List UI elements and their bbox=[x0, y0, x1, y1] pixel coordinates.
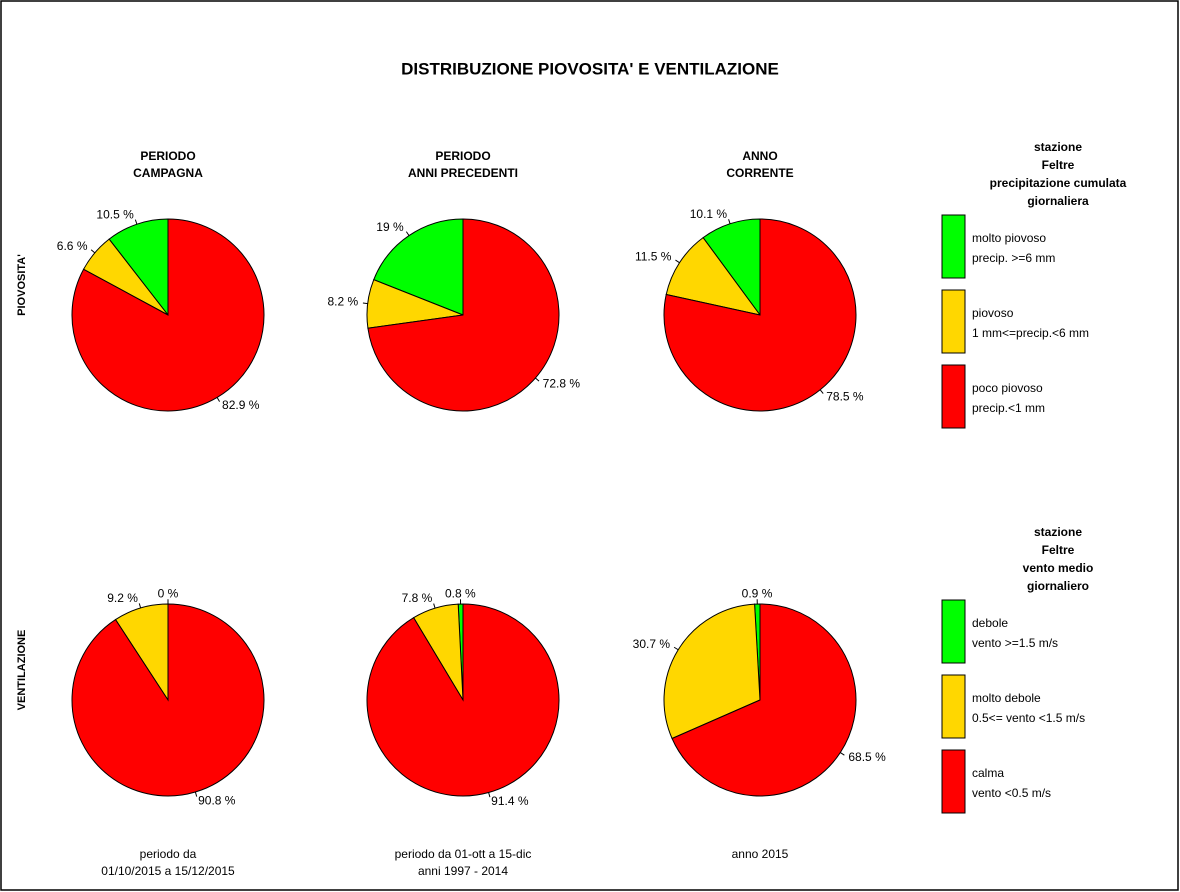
value-label: 72.8 % bbox=[543, 377, 581, 391]
label-tick bbox=[194, 791, 198, 797]
value-label: 91.4 % bbox=[491, 794, 529, 808]
value-label: 30.7 % bbox=[633, 637, 671, 651]
value-label: 10.5 % bbox=[96, 207, 134, 221]
legend-label: poco piovoso bbox=[972, 381, 1043, 395]
legend-label: precip. >=6 mm bbox=[972, 251, 1055, 265]
label-tick bbox=[433, 603, 436, 609]
value-label: 82.9 % bbox=[222, 398, 260, 412]
legend-label: piovoso bbox=[972, 306, 1014, 320]
label-tick bbox=[405, 231, 410, 236]
value-label: 7.8 % bbox=[402, 591, 433, 605]
legend-swatch bbox=[941, 364, 966, 429]
value-label: 68.5 % bbox=[848, 750, 886, 764]
label-tick bbox=[819, 389, 824, 394]
legend-label: 0.5<= vento <1.5 m/s bbox=[972, 711, 1085, 725]
legend-title: stazione bbox=[1034, 140, 1082, 154]
legend-label: calma bbox=[972, 766, 1004, 780]
footer: periodo da 01-ott a 15-dic bbox=[395, 847, 532, 861]
value-label: 78.5 % bbox=[826, 389, 864, 403]
legend-title: vento medio bbox=[1023, 561, 1094, 575]
legend-swatch bbox=[941, 674, 966, 739]
legend-swatch bbox=[941, 749, 966, 814]
column-title: ANNI PRECEDENTI bbox=[408, 166, 518, 180]
chart-title: DISTRIBUZIONE PIOVOSITA' E VENTILAZIONE bbox=[401, 59, 779, 78]
legend-swatch bbox=[941, 599, 966, 664]
value-label: 9.2 % bbox=[107, 591, 138, 605]
label-tick bbox=[90, 249, 96, 254]
pie-slice bbox=[71, 218, 265, 412]
legend-title: precipitazione cumulata bbox=[990, 176, 1127, 190]
legend-label: vento <0.5 m/s bbox=[972, 786, 1051, 800]
legend-label: 1 mm<=precip.<6 mm bbox=[972, 326, 1089, 340]
legend-title: stazione bbox=[1034, 525, 1082, 539]
legend-title: giornaliera bbox=[1027, 194, 1089, 208]
footer: 01/10/2015 a 15/12/2015 bbox=[101, 864, 235, 878]
value-label: 11.5 % bbox=[635, 250, 672, 264]
label-tick bbox=[362, 302, 368, 305]
row-label: PIOVOSITA' bbox=[16, 254, 28, 316]
value-label: 8.2 % bbox=[327, 295, 358, 309]
value-label: 0 % bbox=[158, 587, 179, 601]
legend-label: precip.<1 mm bbox=[972, 401, 1045, 415]
legend-label: vento >=1.5 m/s bbox=[972, 636, 1058, 650]
label-tick bbox=[216, 397, 221, 402]
footer: anno 2015 bbox=[732, 847, 789, 861]
label-tick bbox=[673, 646, 679, 651]
label-tick bbox=[134, 219, 138, 225]
footer: periodo da bbox=[140, 847, 197, 861]
footer: anni 1997 - 2014 bbox=[418, 864, 508, 878]
pie-slice bbox=[366, 603, 560, 797]
value-label: 0.9 % bbox=[742, 587, 773, 601]
legend-title: Feltre bbox=[1042, 158, 1075, 172]
label-tick bbox=[675, 259, 680, 264]
value-label: 0.8 % bbox=[445, 587, 476, 601]
value-label: 6.6 % bbox=[57, 239, 88, 253]
legend-title: Feltre bbox=[1042, 543, 1075, 557]
label-tick bbox=[138, 603, 142, 609]
label-tick bbox=[728, 219, 731, 224]
legend-swatch bbox=[941, 289, 966, 354]
legend-label: debole bbox=[972, 616, 1008, 630]
pie-slice bbox=[373, 218, 464, 316]
row-label: VENTILAZIONE bbox=[16, 630, 28, 711]
legend-label: molto debole bbox=[972, 691, 1041, 705]
column-title: ANNO bbox=[742, 149, 777, 163]
pie-slice bbox=[663, 603, 761, 740]
pie-slice bbox=[665, 236, 762, 316]
pie-slice bbox=[71, 603, 265, 797]
value-label: 19 % bbox=[376, 220, 404, 234]
label-tick bbox=[840, 752, 845, 756]
pie-slice bbox=[671, 603, 857, 797]
legend-swatch bbox=[941, 214, 966, 279]
label-tick bbox=[488, 792, 491, 798]
legend-label: molto piovoso bbox=[972, 231, 1046, 245]
column-title: PERIODO bbox=[140, 149, 195, 163]
value-label: 10.1 % bbox=[690, 207, 728, 221]
label-tick bbox=[535, 377, 540, 382]
legend-title: giornaliero bbox=[1027, 579, 1089, 593]
column-title: PERIODO bbox=[435, 149, 490, 163]
column-title: CAMPAGNA bbox=[133, 166, 203, 180]
column-title: CORRENTE bbox=[726, 166, 793, 180]
value-label: 90.8 % bbox=[198, 793, 236, 807]
